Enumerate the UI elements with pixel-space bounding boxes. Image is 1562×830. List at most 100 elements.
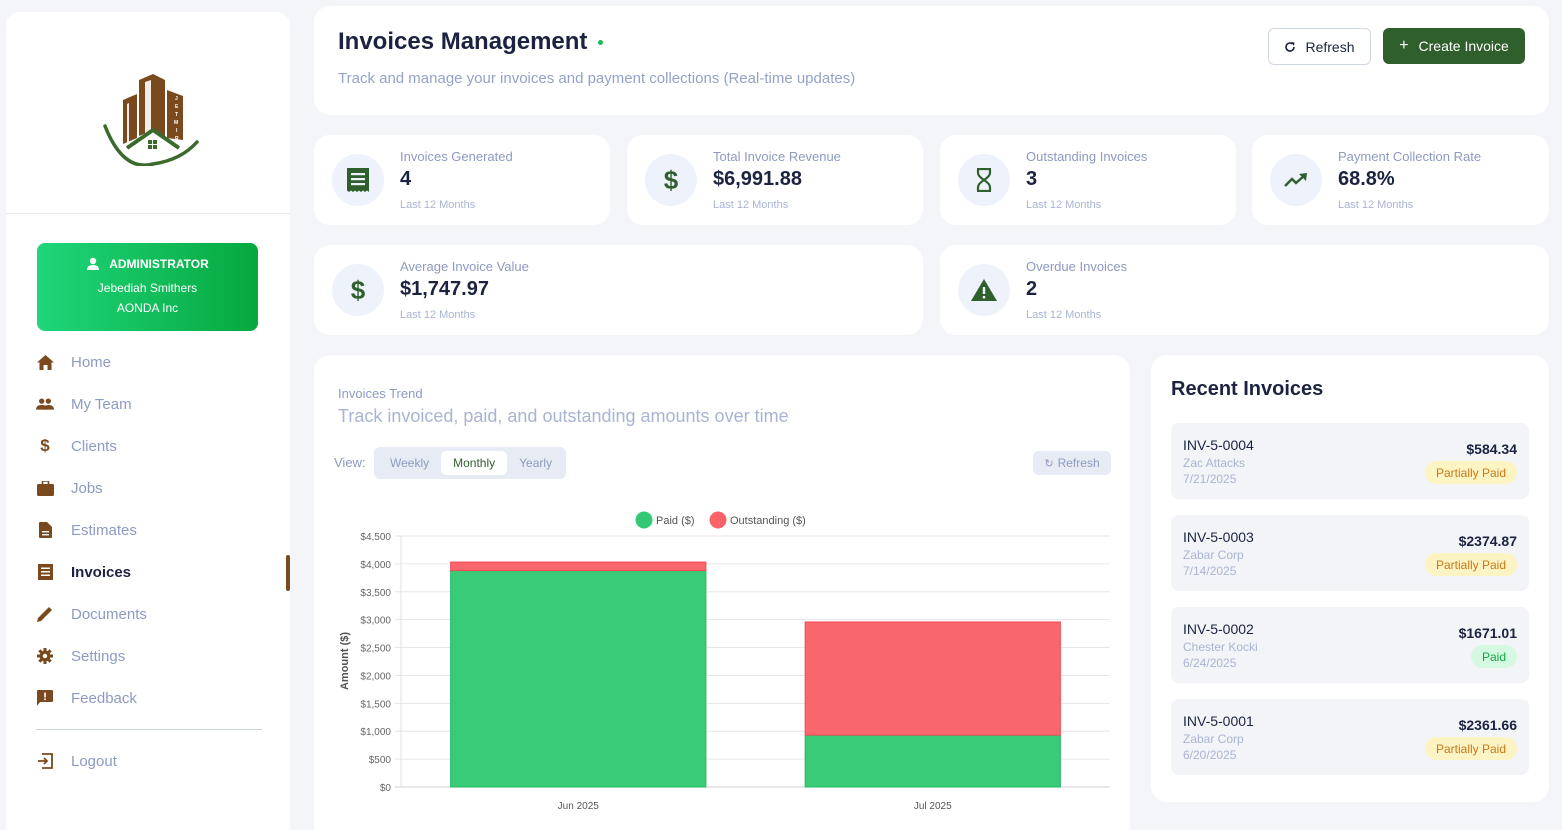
invoice-date: 6/20/2025 [1183, 748, 1237, 762]
document-icon [36, 521, 54, 539]
sidebar-item-label: Estimates [71, 521, 137, 539]
invoice-client: Zabar Corp [1183, 548, 1244, 562]
sidebar-item-label: Feedback [71, 689, 137, 707]
stat-card-average-value: $ Average Invoice Value $1,747.97 Last 1… [314, 245, 923, 335]
invoice-amount: $1671.01 [1458, 625, 1517, 641]
logout-button[interactable]: Logout [6, 740, 290, 782]
view-option-yearly[interactable]: Yearly [519, 456, 553, 470]
stat-value: 4 [400, 168, 412, 190]
team-icon [36, 395, 54, 413]
view-option-monthly[interactable]: Monthly [441, 451, 508, 475]
sidebar-item-label: Home [71, 353, 112, 371]
recent-invoices-panel: Recent Invoices INV-5-0004 Zac Attacks 7/2… [1151, 355, 1549, 802]
y-tick-label: $4,500 [360, 532, 391, 543]
view-option-weekly[interactable]: Weekly [390, 456, 430, 470]
user-icon [87, 257, 100, 270]
stat-card-total-revenue: $ Total Invoice Revenue $6,991.88 Last 1… [627, 135, 923, 225]
user-card: ADMINISTRATOR Jebediah Smithers AONDA In… [37, 243, 258, 331]
stat-period: Last 12 Months [1026, 309, 1102, 321]
y-tick-label: $2,500 [360, 644, 391, 655]
sidebar-divider [36, 729, 262, 730]
sidebar-item-clients[interactable]: $ Clients [6, 425, 290, 467]
live-indicator-dot [598, 39, 604, 45]
invoices-trend-card: Invoices Trend Track invoiced, paid, and… [314, 355, 1130, 830]
invoice-list-item[interactable]: INV-5-0002 Chester Kocki 6/24/2025 $1671.01… [1171, 607, 1529, 683]
logo[interactable]: J E T M I R [6, 12, 290, 214]
sidebar-item-jobs[interactable]: Jobs [6, 467, 290, 509]
stat-value: 2 [1026, 278, 1038, 300]
bar-outstanding [450, 561, 707, 572]
sidebar-item-feedback[interactable]: Feedback [6, 677, 290, 719]
invoices-trend-chart: Paid ($) Outstanding ($) $0 $500 $1,000 $1,50… [339, 511, 1110, 812]
sidebar-item-estimates[interactable]: Estimates [6, 509, 290, 551]
stat-label: Outstanding Invoices [1026, 149, 1148, 164]
stat-label: Overdue Invoices [1026, 259, 1128, 274]
sidebar-item-invoices[interactable]: Invoices [6, 551, 290, 593]
chart-subtitle: Track invoiced, paid, and outstanding am… [338, 406, 789, 426]
y-tick-label: $1,000 [360, 727, 391, 738]
legend-label: Outstanding ($) [730, 515, 806, 527]
refresh-button[interactable]: Refresh [1268, 28, 1371, 65]
invoice-amount: $2374.87 [1458, 533, 1517, 549]
stat-label: Average Invoice Value [400, 259, 529, 274]
svg-text:E: E [175, 104, 179, 110]
status-badge: Partially Paid [1424, 553, 1517, 576]
legend-label: Paid ($) [656, 515, 695, 527]
invoice-list-item[interactable]: INV-5-0001 Zabar Corp 6/20/2025 $2361.66 Par… [1171, 699, 1529, 775]
gear-icon [36, 647, 54, 665]
sidebar: J E T M I R ADMINISTRATOR Jebediah Smith… [6, 12, 290, 830]
user-company: AONDA Inc [116, 301, 179, 315]
invoice-list-item[interactable]: INV-5-0003 Zabar Corp 7/14/2025 $2374.87 Par… [1171, 515, 1529, 591]
invoice-amount: $584.34 [1466, 441, 1517, 457]
invoice-list-item[interactable]: INV-5-0004 Zac Attacks 7/21/2025 $584.34 Par… [1171, 423, 1529, 499]
plus-icon: + [1399, 37, 1409, 54]
y-tick-label: $3,000 [360, 616, 391, 627]
stat-label: Total Invoice Revenue [713, 149, 841, 164]
chart-refresh-label: Refresh [1057, 456, 1100, 470]
bar-paid [450, 570, 707, 788]
invoice-client: Chester Kocki [1183, 640, 1258, 654]
trending-up-icon [1270, 154, 1322, 206]
refresh-button-label: Refresh [1305, 38, 1355, 55]
dollar-icon: $ [645, 154, 697, 206]
chart-kicker: Invoices Trend [338, 386, 423, 401]
user-role: ADMINISTRATOR [109, 257, 209, 271]
stat-card-collection-rate: Payment Collection Rate 68.8% Last 12 Mo… [1252, 135, 1549, 225]
page-title: Invoices Management [338, 28, 604, 56]
stat-value: $1,747.97 [400, 278, 489, 300]
status-badge: Partially Paid [1424, 461, 1517, 484]
sidebar-item-label: Jobs [71, 479, 103, 497]
stat-value: 68.8% [1338, 168, 1395, 190]
feedback-icon [36, 689, 54, 707]
bar-outstanding [804, 621, 1061, 736]
stat-card-overdue-invoices: Overdue Invoices 2 Last 12 Months [940, 245, 1549, 335]
sidebar-item-label: Documents [71, 605, 147, 623]
stat-period: Last 12 Months [400, 199, 476, 211]
sidebar-item-my-team[interactable]: My Team [6, 383, 290, 425]
legend-swatch [709, 511, 727, 529]
invoice-number: INV-5-0004 [1183, 437, 1254, 453]
chart-refresh-button[interactable]: ↻ Refresh [1033, 451, 1111, 475]
page-title-text: Invoices Management [338, 28, 588, 55]
sidebar-item-home[interactable]: Home [6, 341, 290, 383]
receipt-icon [332, 154, 384, 206]
y-tick-label: $500 [369, 755, 392, 766]
sidebar-item-settings[interactable]: Settings [6, 635, 290, 677]
view-label: View: [334, 455, 366, 470]
invoice-number: INV-5-0001 [1183, 713, 1254, 729]
sidebar-item-documents[interactable]: Documents [6, 593, 290, 635]
dollar-icon: $ [40, 436, 50, 455]
stat-period: Last 12 Months [1338, 199, 1414, 211]
svg-text:T: T [175, 112, 178, 118]
invoice-number: INV-5-0003 [1183, 529, 1254, 545]
view-toggle: Weekly Monthly Yearly [374, 447, 566, 479]
status-badge: Partially Paid [1424, 737, 1517, 760]
user-name: Jebediah Smithers [97, 281, 198, 295]
sidebar-item-label: Settings [71, 647, 126, 665]
create-invoice-label: Create Invoice [1418, 38, 1509, 54]
legend-swatch [635, 511, 653, 529]
refresh-icon: ↻ [1044, 457, 1054, 470]
create-invoice-button[interactable]: + Create Invoice [1383, 28, 1525, 64]
y-axis-title: Amount ($) [339, 632, 351, 690]
x-tick-label: Jun 2025 [558, 801, 600, 812]
